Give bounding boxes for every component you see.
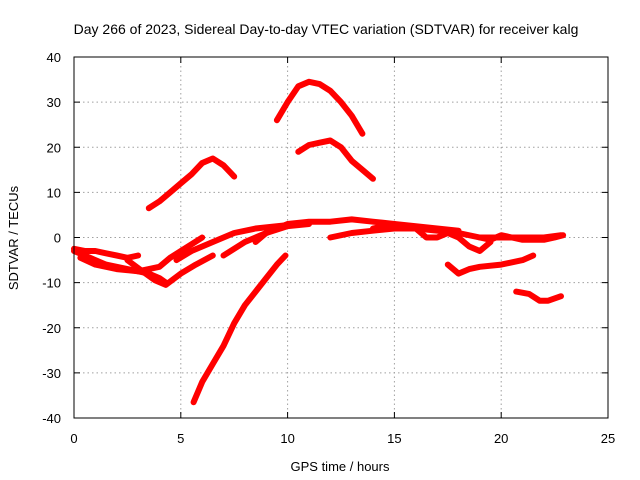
series-line-arc-14 <box>444 252 537 277</box>
y-tick-label: 10 <box>47 185 61 200</box>
x-axis-label: GPS time / hours <box>291 459 390 474</box>
x-tick-label: 25 <box>601 431 615 446</box>
y-tick-label: 30 <box>47 95 61 110</box>
y-tick-label: 20 <box>47 140 61 155</box>
y-axis-label: SDTVAR / TECUs <box>6 185 21 290</box>
y-tick-label: -40 <box>42 411 61 426</box>
y-tick-label: -30 <box>42 366 61 381</box>
x-tick-label: 20 <box>494 431 508 446</box>
x-tick-label: 15 <box>387 431 401 446</box>
series-line-arc-15 <box>513 288 564 304</box>
y-tick-label: 0 <box>54 231 61 246</box>
y-tick-label: -10 <box>42 276 61 291</box>
plot-frame <box>73 56 609 419</box>
x-tick-label: 5 <box>177 431 184 446</box>
series-line-arc-4 <box>124 252 216 288</box>
series-line-arc-3 <box>77 234 206 275</box>
series-line-arc-5 <box>145 155 238 212</box>
axis-ticks: 0 5 10 15 20 25 -40 -30 -20 -10 0 10 20 30 40 <box>42 50 615 446</box>
series-line-arc-16 <box>476 232 567 243</box>
x-tick-label: 0 <box>70 431 77 446</box>
series-line-arc-13 <box>370 221 494 254</box>
chart-title: Day 266 of 2023, Sidereal Day-to-day VTE… <box>74 21 579 37</box>
series-line-arc-11 <box>295 137 376 182</box>
y-tick-label: 40 <box>47 50 61 65</box>
series-line-arc-10 <box>273 78 366 137</box>
x-tick-label: 10 <box>280 431 294 446</box>
series-line-arc-6 <box>190 252 289 406</box>
y-tick-label: -20 <box>42 321 61 336</box>
data-series <box>71 78 567 406</box>
